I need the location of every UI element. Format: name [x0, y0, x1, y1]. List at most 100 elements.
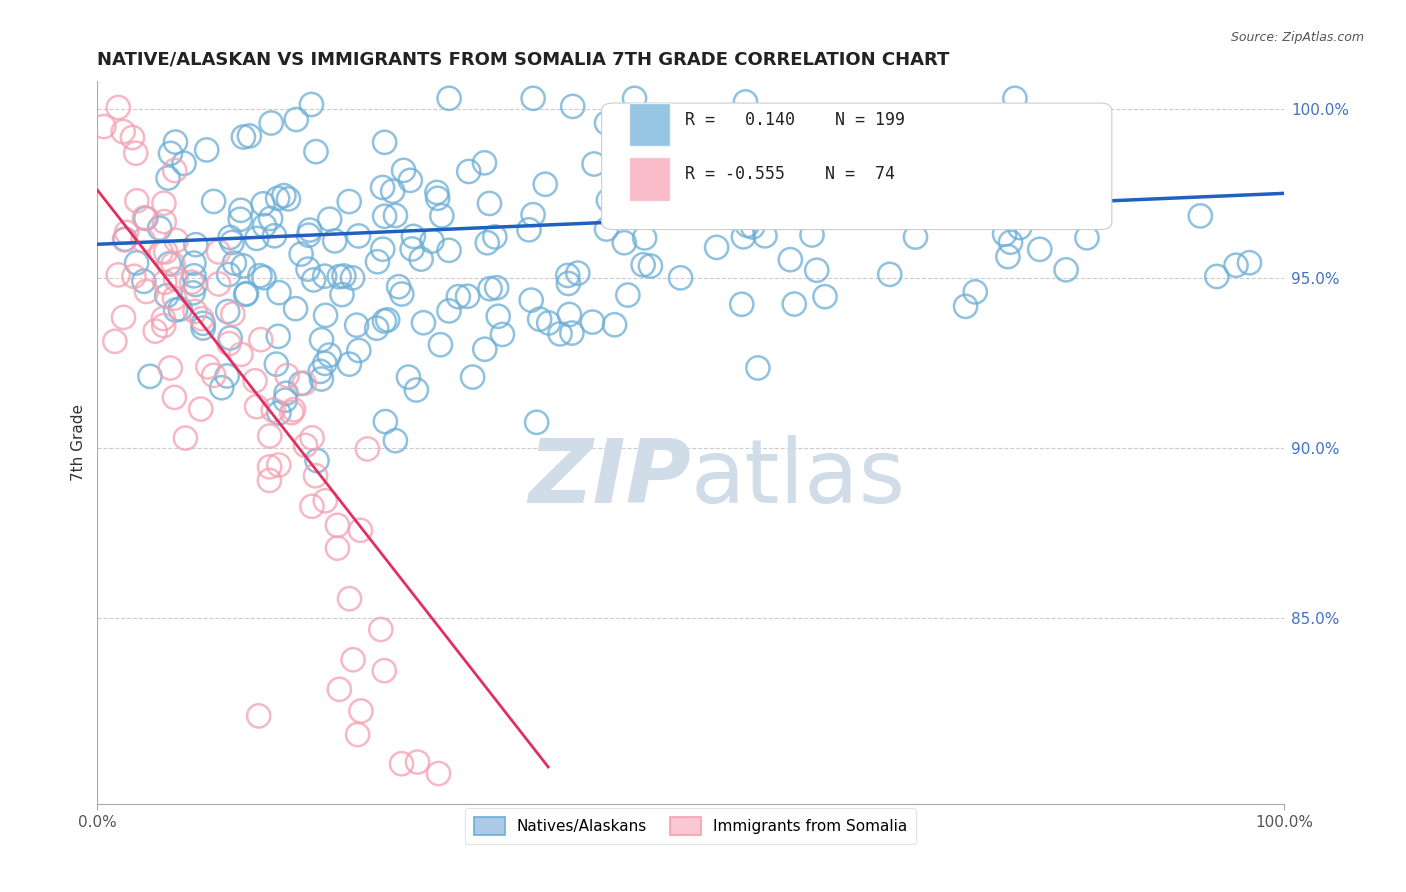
- Point: [1054, 262, 1077, 277]
- Point: [112, 310, 135, 325]
- Point: [318, 212, 340, 227]
- Point: [326, 518, 349, 533]
- Point: [135, 211, 157, 226]
- Point: [486, 310, 509, 324]
- Point: [557, 268, 579, 283]
- Legend: Natives/Alaskans, Immigrants from Somalia: Natives/Alaskans, Immigrants from Somali…: [465, 807, 917, 844]
- Point: [246, 400, 269, 414]
- Point: [640, 161, 662, 176]
- Point: [152, 318, 174, 333]
- FancyBboxPatch shape: [628, 157, 671, 201]
- Point: [346, 728, 368, 742]
- Point: [879, 268, 901, 282]
- Point: [235, 286, 257, 301]
- Point: [301, 500, 323, 514]
- Point: [183, 268, 205, 283]
- Point: [1000, 235, 1022, 250]
- Point: [165, 303, 187, 318]
- Point: [567, 266, 589, 280]
- Point: [384, 209, 406, 223]
- Point: [197, 359, 219, 374]
- Point: [190, 402, 212, 417]
- Point: [153, 196, 176, 211]
- Point: [430, 209, 453, 223]
- Point: [371, 242, 394, 256]
- Point: [298, 223, 321, 237]
- Point: [370, 623, 392, 637]
- Point: [623, 91, 645, 105]
- Point: [613, 235, 636, 250]
- Point: [243, 374, 266, 388]
- Point: [1026, 180, 1049, 194]
- Point: [107, 268, 129, 282]
- Point: [207, 277, 229, 291]
- Point: [267, 406, 290, 420]
- Point: [173, 156, 195, 170]
- Point: [522, 208, 544, 222]
- Point: [477, 235, 499, 250]
- Point: [485, 281, 508, 295]
- Point: [318, 348, 340, 362]
- Point: [447, 290, 470, 304]
- Point: [311, 333, 333, 347]
- Point: [274, 393, 297, 408]
- Point: [955, 299, 977, 313]
- Point: [731, 297, 754, 311]
- Point: [603, 318, 626, 332]
- Point: [163, 390, 186, 404]
- Point: [259, 211, 281, 226]
- Point: [349, 524, 371, 538]
- Point: [583, 157, 606, 171]
- Point: [107, 101, 129, 115]
- Point: [783, 208, 806, 222]
- Point: [207, 244, 229, 259]
- Point: [669, 270, 692, 285]
- Point: [284, 301, 307, 316]
- Point: [218, 336, 240, 351]
- Point: [457, 289, 479, 303]
- Point: [155, 244, 177, 259]
- Point: [211, 381, 233, 395]
- Point: [342, 271, 364, 285]
- Point: [259, 459, 281, 474]
- Point: [262, 403, 284, 417]
- Point: [420, 234, 443, 248]
- Point: [779, 252, 801, 267]
- Point: [478, 196, 501, 211]
- Point: [315, 309, 337, 323]
- Point: [388, 279, 411, 293]
- Point: [249, 333, 271, 347]
- Point: [219, 230, 242, 244]
- Point: [977, 169, 1000, 183]
- Point: [1205, 269, 1227, 284]
- Point: [965, 285, 987, 299]
- Point: [783, 297, 806, 311]
- Point: [644, 136, 666, 151]
- Point: [125, 146, 148, 161]
- Point: [994, 227, 1017, 241]
- Point: [125, 256, 148, 270]
- Point: [169, 301, 191, 316]
- Point: [1029, 243, 1052, 257]
- Point: [149, 221, 172, 235]
- Point: [537, 316, 560, 330]
- Point: [283, 402, 305, 417]
- Point: [437, 304, 460, 318]
- Point: [159, 361, 181, 376]
- Point: [631, 258, 654, 272]
- Point: [267, 285, 290, 300]
- Point: [814, 290, 837, 304]
- Point: [347, 228, 370, 243]
- Point: [302, 273, 325, 287]
- Point: [374, 415, 396, 429]
- Point: [1225, 258, 1247, 272]
- Point: [904, 230, 927, 244]
- Point: [150, 245, 173, 260]
- Point: [741, 219, 763, 234]
- Point: [607, 129, 630, 144]
- Point: [190, 311, 212, 326]
- Point: [195, 143, 218, 157]
- Point: [801, 227, 824, 242]
- Point: [337, 194, 360, 209]
- Point: [655, 154, 678, 169]
